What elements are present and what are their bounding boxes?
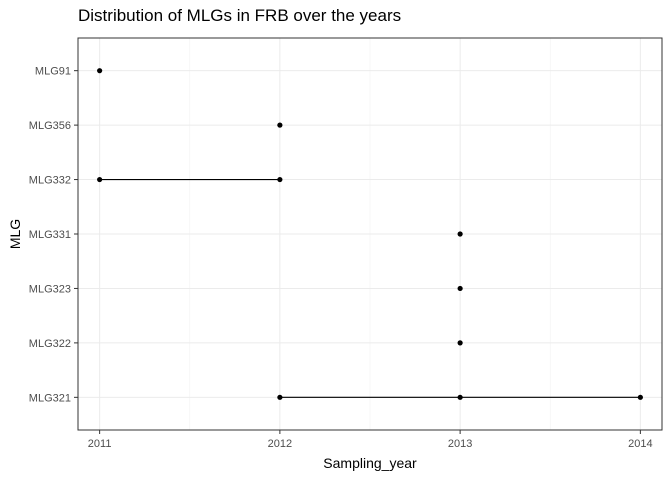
data-point-mlg332 xyxy=(277,176,283,183)
data-point-mlg321 xyxy=(277,394,283,400)
x-tick-label: 2014 xyxy=(628,438,652,450)
y-tick-label: MLG323 xyxy=(29,283,71,295)
y-tick-label: MLG332 xyxy=(29,175,71,187)
y-tick-label: MLG356 xyxy=(29,120,71,132)
data-point-mlg321 xyxy=(457,394,463,400)
x-tick-label: 2011 xyxy=(88,438,112,450)
y-tick-label: MLG331 xyxy=(29,229,71,241)
data-point-mlg91 xyxy=(97,68,103,74)
y-tick-label: MLG322 xyxy=(29,338,71,350)
data-point-mlg331 xyxy=(457,231,463,237)
y-tick-label: MLG321 xyxy=(29,392,71,404)
axis-layer: 2011 2012 2013 2014 MLG321 MLG322 MLG323 MLG331… xyxy=(29,66,653,450)
y-axis-title: MLG xyxy=(7,219,23,249)
grid-layer xyxy=(78,38,662,430)
chart-title: Distribution of MLGs in FRB over the yea… xyxy=(78,6,402,25)
data-point-mlg322 xyxy=(457,340,463,346)
data-point-mlg332 xyxy=(97,176,103,183)
series-layer xyxy=(97,68,643,400)
x-axis-title: Sampling_year xyxy=(323,455,417,471)
x-tick-label: 2012 xyxy=(268,438,292,450)
y-tick-label: MLG91 xyxy=(35,66,71,78)
data-point-mlg323 xyxy=(457,285,463,292)
data-point-mlg321 xyxy=(637,394,643,400)
data-point-mlg356 xyxy=(277,122,283,128)
x-tick-label: 2013 xyxy=(448,438,472,450)
